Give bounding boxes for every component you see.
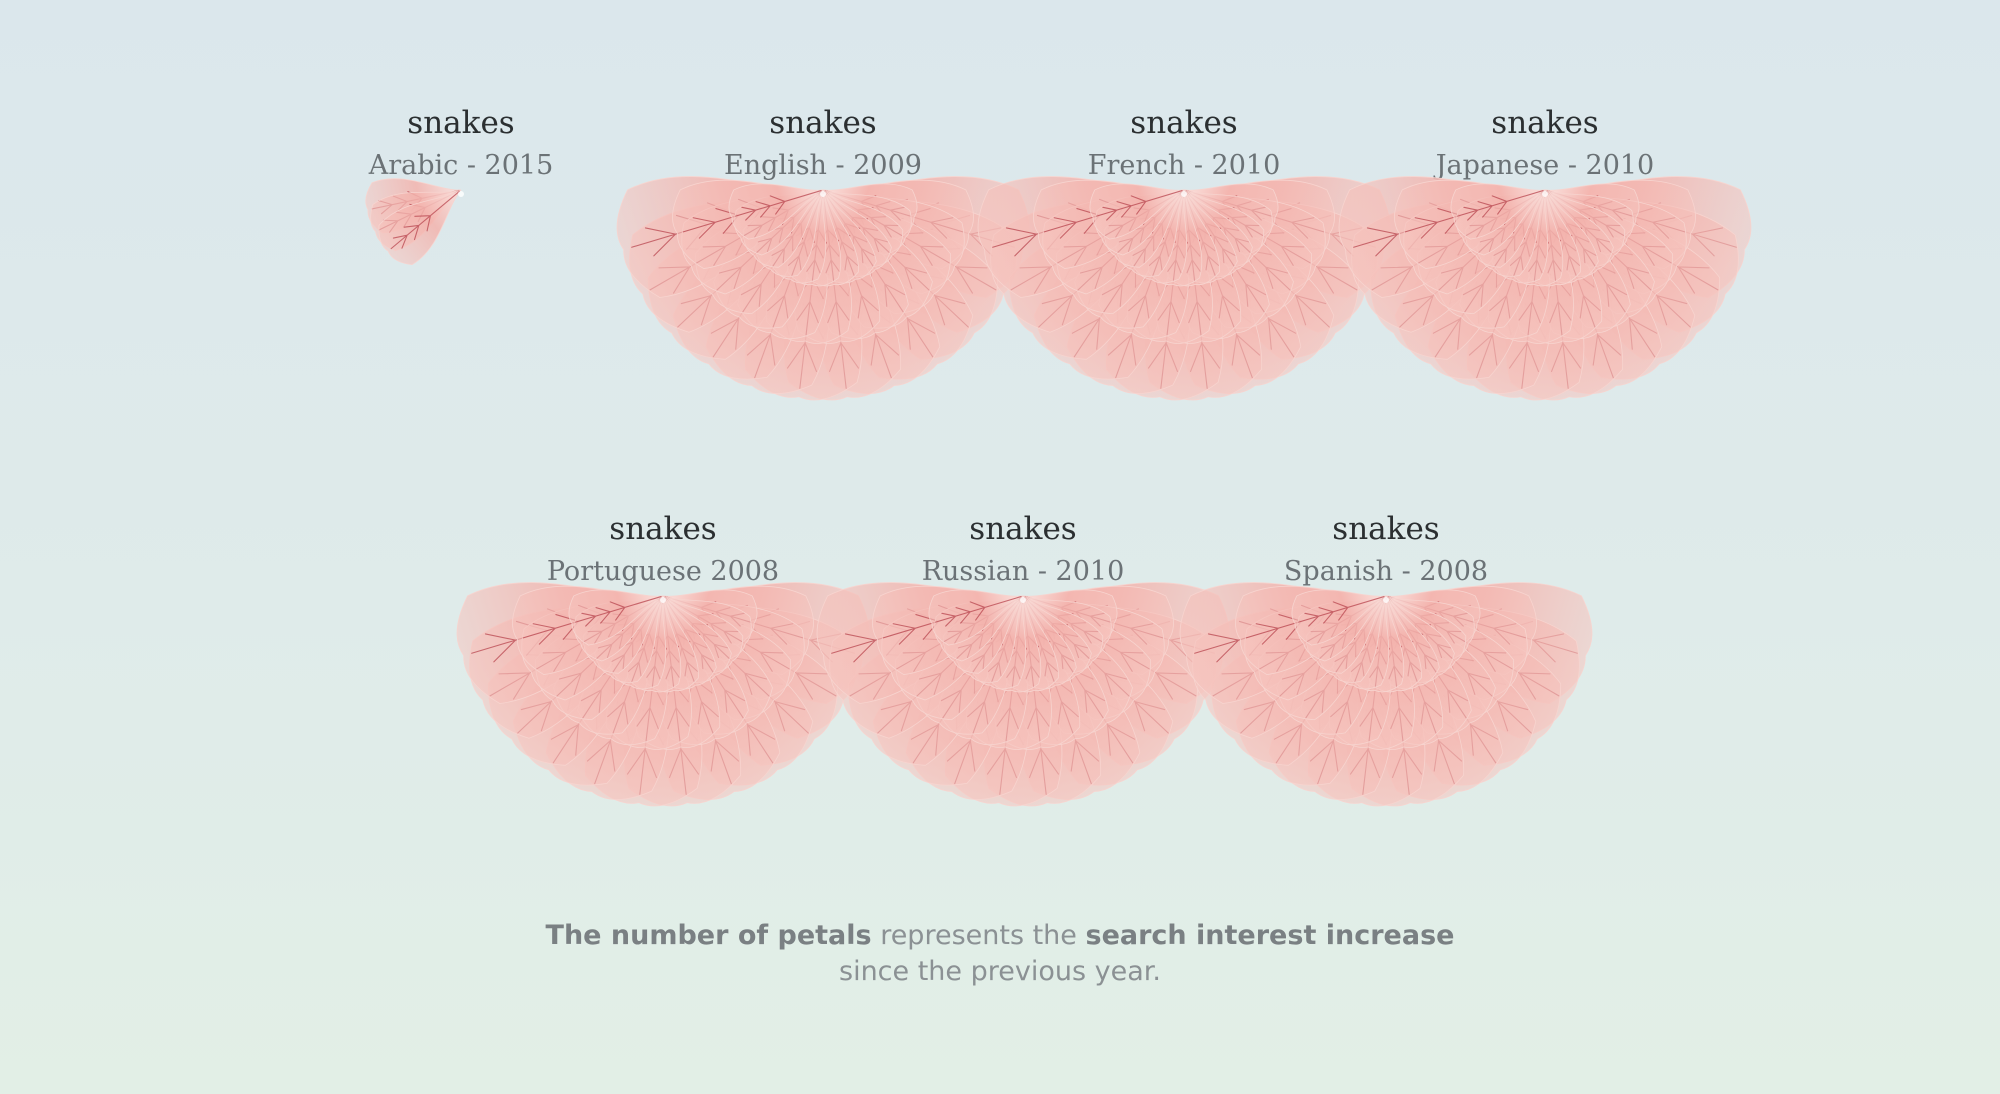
petal: [1291, 589, 1387, 646]
caption-line-1: The number of petals represents the sear…: [0, 918, 2000, 954]
flower-3: snakes French - 2010: [977, 105, 1391, 401]
petal: [728, 183, 824, 240]
petal: [1450, 183, 1546, 240]
flower-center: [1020, 597, 1026, 603]
flower-center: [660, 597, 666, 603]
flower-center: [1181, 191, 1187, 197]
caption-line-2: since the previous year.: [839, 956, 1161, 987]
flower-term: snakes: [969, 511, 1076, 547]
flower-term: snakes: [1491, 105, 1598, 141]
caption-bold-interest: search interest increase: [1085, 920, 1455, 951]
flower-5: snakes Portuguese 2008: [456, 511, 870, 807]
flower-6: snakes Russian - 2010: [816, 511, 1230, 807]
flower-4: snakes Japanese - 2010: [1338, 105, 1752, 401]
flower-center: [820, 191, 826, 197]
flower-center: [458, 191, 464, 197]
flower-subtitle: English - 2009: [724, 150, 922, 181]
flower-term: snakes: [609, 511, 716, 547]
petal: [928, 589, 1024, 646]
flower-subtitle: Japanese - 2010: [1433, 150, 1655, 181]
flower-term: snakes: [407, 105, 514, 141]
flower-2: snakes English - 2009: [616, 105, 1030, 401]
flower-term: snakes: [769, 105, 876, 141]
flower-term: snakes: [1130, 105, 1237, 141]
flower-subtitle: Arabic - 2015: [368, 150, 554, 181]
chart-caption: The number of petals represents the sear…: [0, 918, 2000, 990]
flower-term: snakes: [1332, 511, 1439, 547]
flower-center: [1383, 597, 1389, 603]
flower-center: [1542, 191, 1548, 197]
flower-subtitle: French - 2010: [1088, 150, 1281, 181]
petal: [568, 589, 664, 646]
flower-7: snakes Spanish - 2008: [1179, 511, 1593, 807]
flower-subtitle: Portuguese 2008: [547, 556, 779, 587]
petal: [1089, 183, 1185, 240]
flower-subtitle: Russian - 2010: [922, 556, 1125, 587]
caption-plain: represents the: [871, 920, 1086, 951]
petal: [378, 189, 462, 266]
flower-subtitle: Spanish - 2008: [1284, 556, 1488, 587]
caption-bold-petals: The number of petals: [545, 920, 872, 951]
flower-1: snakes Arabic - 2015: [365, 105, 554, 266]
